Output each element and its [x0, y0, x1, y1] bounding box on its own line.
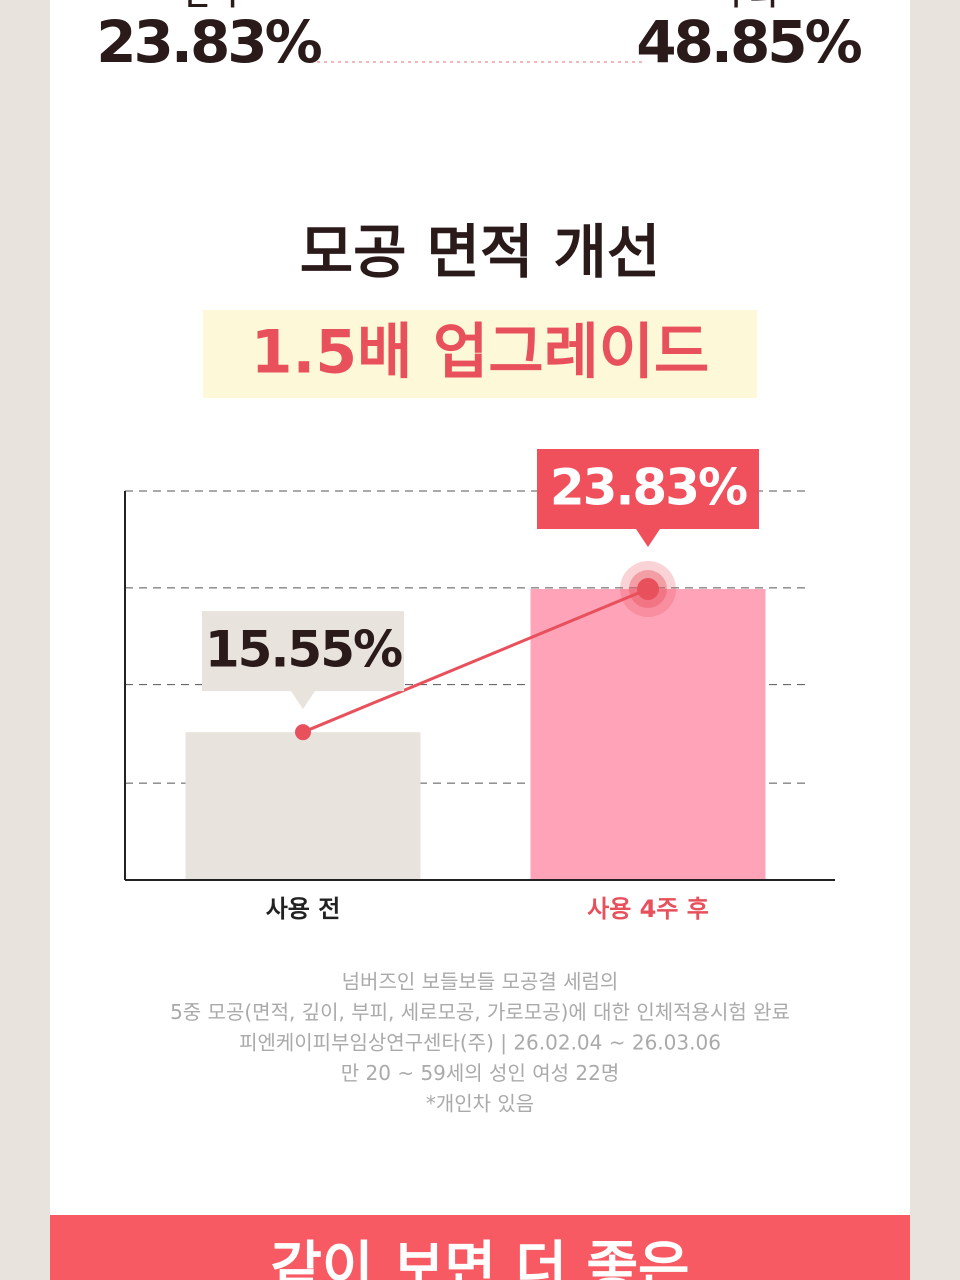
- footnote: 넘버즈인 보들보들 모공결 세럼의: [342, 970, 619, 994]
- trend-line: [302, 587, 649, 734]
- panel: [50, 0, 910, 1280]
- footnote: 5중 모공(면적, 깊이, 부피, 세로모공, 가로모공)에 대한 인체적용시험…: [170, 1000, 790, 1024]
- stat-label: 부피: [722, 0, 777, 13]
- point: [637, 578, 659, 601]
- x-tick-label: 사용 전: [266, 895, 341, 923]
- title: 모공 면적 개선: [300, 218, 661, 286]
- stat-value: 23.83%: [96, 8, 321, 76]
- banner-text: 같이 보면 더 좋은: [270, 1236, 689, 1280]
- bar: [185, 732, 421, 880]
- footnote: 피엔케이피부임상연구센타(주) | 26.02.04 ~ 26.03.06: [239, 1031, 721, 1055]
- highlight-box: [203, 310, 757, 398]
- x-tick-label: 사용 4주 후: [587, 895, 709, 923]
- highlight: 1.5배 업그레이드: [251, 318, 709, 388]
- chart: 사용 전 사용 4주 후 15.55% 23.83%: [124, 449, 835, 923]
- footnote: 만 20 ~ 59세의 성인 여성 22명: [341, 1061, 619, 1085]
- value-label: 23.83%: [550, 459, 747, 517]
- value-label: 15.55%: [205, 621, 402, 679]
- footnote: *개인차 있음: [426, 1092, 534, 1116]
- footnotes: 넘버즈인 보들보들 모공결 세럼의 5중 모공(면적, 깊이, 부피, 세로모공,…: [170, 970, 790, 1116]
- stat-value: 48.85%: [636, 8, 861, 76]
- label-box: [202, 611, 404, 710]
- point: [295, 724, 311, 741]
- banner: [50, 1215, 910, 1280]
- label-box: [537, 449, 759, 548]
- stat-label: 면적: [182, 0, 237, 13]
- bar: [530, 589, 766, 880]
